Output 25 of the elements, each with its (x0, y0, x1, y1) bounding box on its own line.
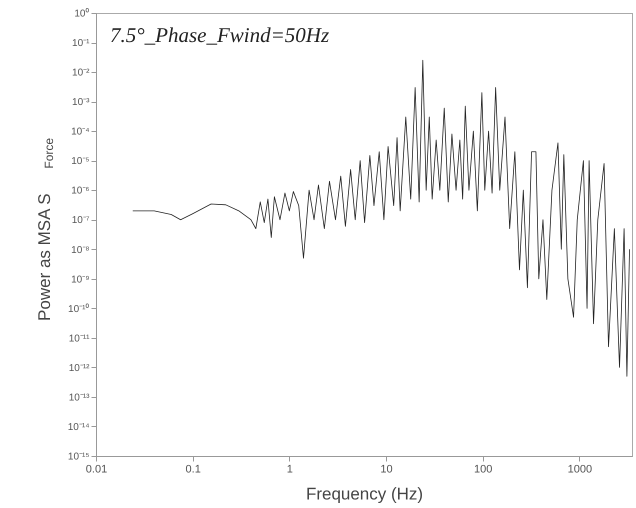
annotation: 7.5°_Phase_Fwind=50Hz (110, 23, 330, 47)
y-tick-label: 10⁻⁵ (71, 156, 90, 168)
x-tick-label: 10 (380, 464, 393, 476)
y-tick-label: 10⁻¹⁴ (68, 422, 90, 433)
y-tick-label: 10⁻¹³ (68, 392, 90, 404)
y-tick-label: 10⁻⁶ (71, 186, 90, 197)
x-tick-label: 1 (286, 464, 293, 476)
x-axis-title: Frequency (Hz) (306, 484, 424, 504)
y-tick-label: 10⁻³ (72, 97, 90, 108)
y-tick-label: 10⁻⁸ (71, 244, 90, 256)
x-tick-label: 100 (474, 464, 492, 476)
x-tick-label: 1000 (568, 464, 592, 476)
y-tick-label: 10⁻¹ (72, 38, 90, 50)
x-tick-label: 0.01 (86, 464, 108, 476)
y-tick-label: 10⁻¹⁰ (68, 302, 90, 315)
y-tick-label: 10⁻⁷ (72, 215, 90, 226)
y-tick-label: 10⁻⁹ (71, 274, 90, 286)
y-tick-label: 10⁻¹² (68, 362, 90, 374)
x-tick-label: 0.1 (186, 464, 201, 476)
y-tick-label: 10⁻⁴ (71, 126, 90, 138)
y-tick-label: 10⁻² (72, 68, 90, 79)
y-tick-label: 10⁻¹⁵ (68, 452, 90, 462)
y-tick-label: 10⁻¹¹ (68, 333, 90, 344)
text: Power as MSA SForce (35, 138, 56, 321)
y-tick-label: 10⁰ (74, 8, 90, 20)
